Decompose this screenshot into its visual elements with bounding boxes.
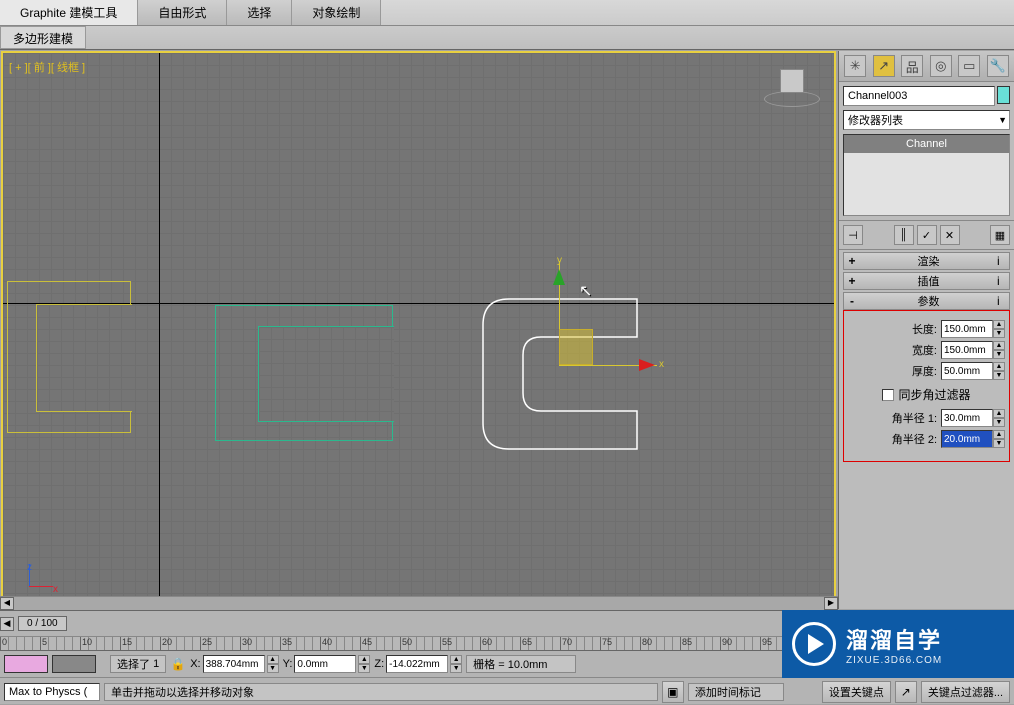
time-prev-icon[interactable]: ◀: [0, 617, 14, 631]
object-name-input[interactable]: [843, 86, 995, 106]
modifier-stack[interactable]: Channel: [843, 134, 1010, 216]
coord-x-input[interactable]: [203, 655, 265, 673]
width-input[interactable]: [941, 341, 993, 359]
parameters-body: 长度: ▲▼ 宽度: ▲▼ 厚度: ▲▼ 同步角过滤器 角半径 1: ▲▼ 角半…: [843, 310, 1010, 462]
ribbon-subtabs: 多边形建模: [0, 26, 1014, 49]
radius2-label: 角半径 2:: [892, 431, 937, 447]
shape-channel-yellow[interactable]: [7, 281, 131, 433]
tab-objpaint[interactable]: 对象绘制: [292, 0, 381, 25]
watermark-overlay: 溜溜自学 ZIXUE.3D66.COM: [782, 610, 1014, 678]
hscroll-left-icon[interactable]: ◀: [0, 597, 14, 610]
remove-modifier-icon[interactable]: ✕: [940, 225, 960, 245]
width-down-icon[interactable]: ▼: [993, 350, 1005, 359]
setkey-button[interactable]: 设置关键点: [822, 681, 891, 703]
rollout-parameters[interactable]: -参数i: [843, 292, 1010, 310]
prompt-line: 单击并拖动以选择并移动对象: [104, 683, 658, 701]
lock-icon[interactable]: 🔒: [170, 656, 186, 672]
create-tab-icon[interactable]: ✳: [844, 55, 866, 77]
material-swatch-2[interactable]: [52, 655, 96, 673]
radius1-up-icon[interactable]: ▲: [993, 409, 1005, 418]
coord-z-input[interactable]: [386, 655, 448, 673]
sync-corner-label: 同步角过滤器: [898, 386, 970, 403]
axis-vertical: [159, 53, 160, 608]
width-up-icon[interactable]: ▲: [993, 341, 1005, 350]
width-label: 宽度:: [912, 342, 937, 358]
gizmo-y-arrow-icon[interactable]: [553, 269, 565, 285]
thickness-input[interactable]: [941, 362, 993, 380]
rollout-render[interactable]: +渲染i: [843, 252, 1010, 270]
object-color-swatch[interactable]: [997, 86, 1010, 104]
radius2-input[interactable]: [941, 430, 993, 448]
thickness-label: 厚度:: [912, 363, 937, 379]
time-slider-handle[interactable]: 0 / 100: [18, 616, 67, 631]
rollout-interpolation[interactable]: +插值i: [843, 272, 1010, 290]
thickness-down-icon[interactable]: ▼: [993, 371, 1005, 380]
watermark-url: ZIXUE.3D66.COM: [846, 655, 942, 666]
sync-corner-checkbox[interactable]: [882, 389, 894, 401]
motion-tab-icon[interactable]: ◎: [930, 55, 952, 77]
stack-item-channel[interactable]: Channel: [844, 135, 1009, 153]
key-mode-icon[interactable]: ↗: [895, 681, 917, 703]
command-panel: ✳ ↗ 品 ◎ ▭ 🔧 修改器列表▼ Channel ⊣ ║ ✓ ✕ ▦ +渲染…: [838, 51, 1014, 609]
command-panel-tabs: ✳ ↗ 品 ◎ ▭ 🔧: [839, 51, 1014, 82]
radius2-up-icon[interactable]: ▲: [993, 430, 1005, 439]
utilities-tab-icon[interactable]: 🔧: [987, 55, 1009, 77]
length-label: 长度:: [912, 321, 937, 337]
play-icon: [792, 622, 836, 666]
display-tab-icon[interactable]: ▭: [958, 55, 980, 77]
radius1-label: 角半径 1:: [892, 410, 937, 426]
coord-y-input[interactable]: [294, 655, 356, 673]
watermark-title: 溜溜自学: [846, 623, 942, 655]
length-up-icon[interactable]: ▲: [993, 320, 1005, 329]
selection-status: 选择了 1: [110, 655, 166, 673]
tab-select[interactable]: 选择: [227, 0, 292, 25]
modify-tab-icon[interactable]: ↗: [873, 55, 895, 77]
shape-channel-selected[interactable]: [481, 297, 639, 451]
length-down-icon[interactable]: ▼: [993, 329, 1005, 338]
tab-graphite[interactable]: Graphite 建模工具: [0, 0, 138, 25]
pin-stack-icon[interactable]: ⊣: [843, 225, 863, 245]
viewport-hscrollbar[interactable]: ◀ ▶: [0, 596, 838, 610]
thickness-up-icon[interactable]: ▲: [993, 362, 1005, 371]
radius1-down-icon[interactable]: ▼: [993, 418, 1005, 427]
show-end-result-icon[interactable]: ║: [894, 225, 914, 245]
material-swatch-1[interactable]: [4, 655, 48, 673]
ribbon: Graphite 建模工具 自由形式 选择 对象绘制 多边形建模: [0, 0, 1014, 50]
subtab-polymodel[interactable]: 多边形建模: [0, 26, 86, 49]
viewcube[interactable]: [764, 67, 820, 109]
ribbon-tab-row: Graphite 建模工具 自由形式 选择 对象绘制: [0, 0, 1014, 26]
key-filters-button[interactable]: 关键点过滤器...: [921, 681, 1010, 703]
hierarchy-tab-icon[interactable]: 品: [901, 55, 923, 77]
configure-sets-icon[interactable]: ▦: [990, 225, 1010, 245]
radius1-input[interactable]: [941, 409, 993, 427]
cursor-icon: ↖: [579, 281, 592, 301]
viewport-label[interactable]: [ + ][ 前 ][ 线框 ]: [9, 59, 85, 75]
tag-icon[interactable]: ▣: [662, 681, 684, 703]
gizmo-x-label: x: [659, 359, 664, 370]
gizmo-x-arrow-icon[interactable]: [639, 359, 655, 371]
length-input[interactable]: [941, 320, 993, 338]
tab-freeform[interactable]: 自由形式: [138, 0, 227, 25]
hscroll-right-icon[interactable]: ▶: [824, 597, 838, 610]
grid-status: 栅格 = 10.0mm: [466, 655, 576, 673]
add-time-tag[interactable]: 添加时间标记: [688, 683, 784, 701]
make-unique-icon[interactable]: ✓: [917, 225, 937, 245]
shape-channel-teal[interactable]: [215, 305, 393, 441]
modifier-list-dropdown[interactable]: 修改器列表▼: [843, 110, 1010, 130]
viewport-front[interactable]: [ + ][ 前 ][ 线框 ] y x ↖ z x: [1, 51, 836, 610]
maxscript-input[interactable]: [4, 683, 100, 701]
stack-toolbar: ⊣ ║ ✓ ✕ ▦: [839, 220, 1014, 250]
radius2-down-icon[interactable]: ▼: [993, 439, 1005, 448]
gizmo-xy-plane[interactable]: [559, 329, 593, 365]
